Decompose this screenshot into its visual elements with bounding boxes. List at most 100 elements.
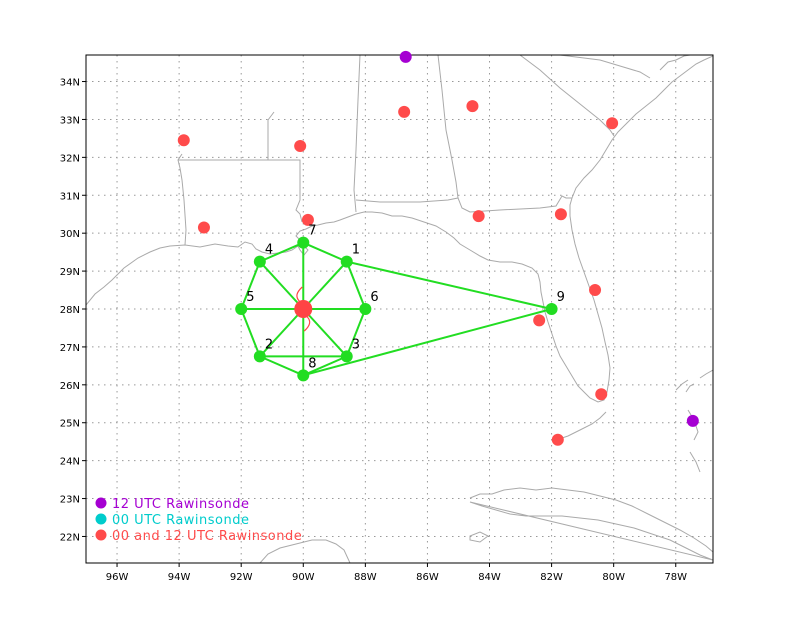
legend-label: 00 and 12 UTC Rawinsonde (112, 529, 302, 544)
station-00-12-utc (197, 221, 210, 234)
y-tick-label: 24N (60, 457, 80, 468)
legend-label: 12 UTC Rawinsonde (112, 497, 250, 512)
network-point (253, 350, 266, 363)
network-edge (259, 308, 305, 358)
y-tick-label: 25N (60, 419, 80, 430)
station-00-12-utc (301, 213, 314, 226)
y-tick-label: 32N (60, 153, 80, 164)
network-point (340, 255, 353, 268)
atlantic-coastline (571, 55, 713, 199)
border-ms-al (353, 55, 361, 213)
network-edge (345, 261, 367, 310)
network-edge (259, 355, 304, 377)
lat-lon-grid (86, 55, 713, 563)
network-point-label: 9 (557, 290, 565, 305)
border-al-fl (355, 195, 572, 213)
cuba-coastline (469, 487, 713, 561)
x-tick-label: 96W (106, 572, 129, 583)
x-tick-label: 78W (664, 572, 687, 583)
x-tick-label: 82W (540, 572, 563, 583)
network-point (235, 303, 248, 315)
storm-symbol-arc-top (296, 286, 303, 302)
network-edge (240, 261, 261, 310)
y-tick-label: 34N (60, 78, 80, 89)
x-tick-label: 84W (478, 572, 501, 583)
rawinsonde-stations (177, 50, 699, 446)
network-edge (345, 308, 367, 357)
network-point (545, 303, 558, 315)
network-edge (259, 260, 305, 310)
y-tick-label: 22N (60, 532, 80, 543)
network-edge (302, 260, 348, 310)
latitude-axis: 22N 23N 24N 25N 26N 27N 28N 29N 30N 31N 32N 33N 34N (60, 78, 86, 543)
bahamas-islands (675, 369, 713, 473)
station-00-12-utc (533, 314, 546, 327)
network-point (359, 303, 372, 315)
station-00-12-utc (554, 208, 567, 221)
station-00-12-utc (466, 100, 479, 113)
station-00-12-utc (177, 134, 190, 147)
network-edge (240, 308, 261, 357)
station-12-utc (399, 50, 412, 63)
x-tick-label: 86W (416, 572, 439, 583)
storm-center-marker (294, 300, 313, 318)
y-tick-label: 29N (60, 267, 80, 278)
y-tick-label: 33N (60, 115, 80, 126)
x-tick-label: 92W (230, 572, 253, 583)
chesapeake-outline (659, 55, 691, 71)
network-point-label: 4 (265, 243, 273, 258)
longitude-axis: 96W 94W 92W 90W 88W 86W 84W 82W 80W 78W (106, 563, 687, 583)
border-la-ms (258, 159, 303, 223)
x-tick-label: 80W (602, 572, 625, 583)
coastlines-and-borders (86, 55, 713, 563)
network-point (297, 236, 310, 249)
gulf-coastline (86, 197, 611, 403)
network-point-label: 5 (246, 290, 254, 305)
legend-marker (95, 513, 107, 525)
station-00-12-utc (595, 388, 608, 401)
station-00-12-utc (398, 105, 411, 118)
y-tick-label: 31N (60, 191, 80, 202)
network-point (297, 369, 310, 382)
station-00-12-utc (606, 117, 619, 130)
network-point-label: 8 (308, 356, 316, 371)
legend-marker (95, 497, 107, 509)
border-al-ga (437, 55, 459, 199)
y-tick-label: 27N (60, 343, 80, 354)
network-point-label: 3 (352, 337, 360, 352)
border-nc-sc (559, 55, 651, 79)
station-00-12-utc (589, 284, 602, 297)
network-point-label: 2 (265, 337, 273, 352)
y-tick-label: 28N (60, 305, 80, 316)
network-point-label: 1 (352, 243, 360, 258)
network-edge (302, 241, 348, 263)
station-00-12-utc (472, 210, 485, 223)
x-tick-label: 94W (168, 572, 191, 583)
border-ar-la (178, 111, 275, 161)
station-12-utc (686, 414, 699, 427)
station-00-12-utc (551, 433, 564, 446)
dropsonde-network: 1 2 3 4 5 6 7 8 9 (235, 224, 565, 382)
legend-label: 00 UTC Rawinsonde (112, 513, 250, 528)
florida-keys (555, 411, 607, 441)
network-point-label: 7 (308, 224, 316, 239)
network-point (340, 350, 353, 363)
network-edge (303, 308, 552, 377)
network-edge (302, 355, 348, 377)
network-edge (259, 241, 304, 263)
station-00-12-utc (294, 139, 307, 152)
network-edge (302, 308, 348, 358)
x-tick-label: 88W (354, 572, 377, 583)
isle-of-youth (469, 531, 489, 543)
storm-symbol-arc-bottom (303, 316, 311, 332)
network-point (253, 255, 266, 268)
y-tick-label: 26N (60, 381, 80, 392)
y-tick-label: 30N (60, 229, 80, 240)
y-tick-label: 23N (60, 495, 80, 506)
legend-marker (95, 529, 107, 541)
border-ga-sc (519, 55, 615, 137)
x-tick-label: 90W (292, 572, 315, 583)
